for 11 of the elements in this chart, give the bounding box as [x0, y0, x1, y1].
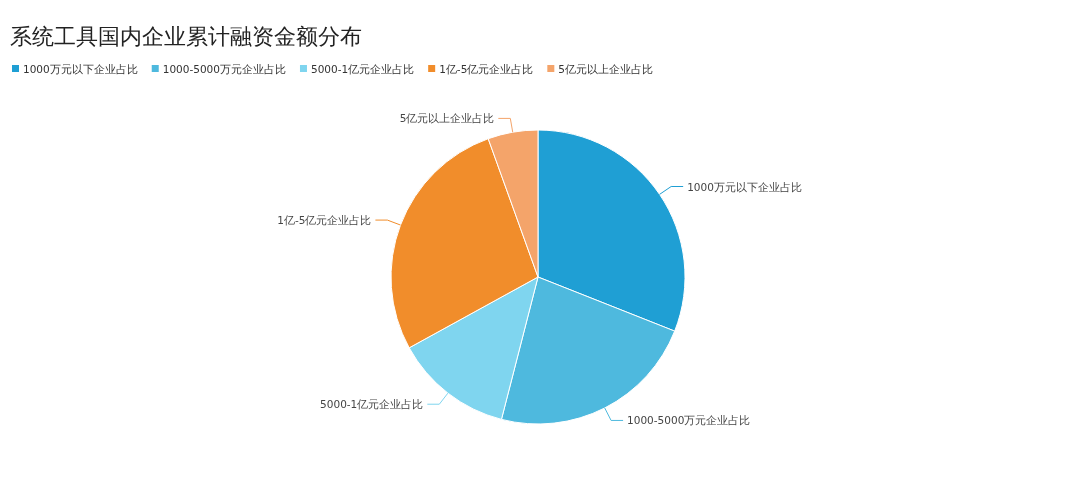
- legend-label: 1000万元以下企业占比: [23, 63, 138, 75]
- chart-title: 系统工具国内企业累计融资金额分布: [10, 24, 362, 49]
- slice-label: 5000-1亿元企业占比: [320, 398, 424, 411]
- legend-label: 5亿元以上企业占比: [558, 63, 654, 75]
- slice-label: 1000万元以下企业占比: [687, 180, 802, 193]
- legend-label: 1亿-5亿元企业占比: [439, 63, 534, 75]
- legend-label: 1000-5000万元企业占比: [162, 63, 286, 75]
- slice-label: 1亿-5亿元企业占比: [277, 214, 372, 227]
- slice-label: 5亿元以上企业占比: [399, 112, 495, 125]
- slice-label: 1000-5000万元企业占比: [627, 414, 751, 427]
- legend-label: 5000-1亿元企业占比: [310, 63, 415, 75]
